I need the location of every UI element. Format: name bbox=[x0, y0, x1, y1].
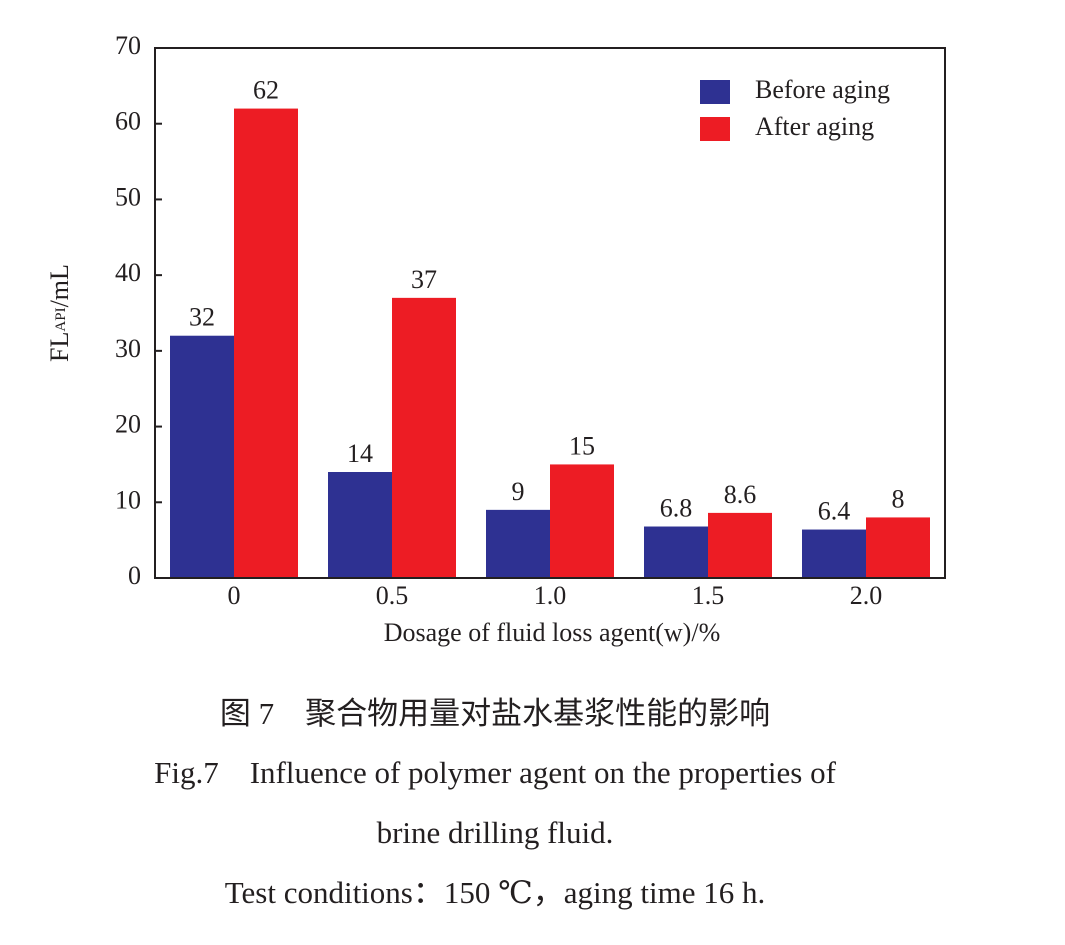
caption-en: Fig.7 Influence of polymer agent on the … bbox=[154, 755, 836, 790]
x-tick-label: 0.5 bbox=[376, 581, 409, 610]
y-tick-label: 50 bbox=[115, 182, 141, 211]
bar bbox=[550, 464, 614, 578]
legend-label: Before aging bbox=[755, 75, 890, 104]
value-label: 14 bbox=[347, 439, 373, 468]
y-tick-label: 30 bbox=[115, 334, 141, 363]
y-tick-label: 10 bbox=[115, 485, 141, 514]
caption-conditions: Test conditions：150 ℃，aging time 16 h. bbox=[225, 875, 766, 910]
x-tick-label: 1.0 bbox=[534, 581, 567, 610]
value-label: 6.8 bbox=[660, 493, 693, 522]
y-label-main: FL bbox=[45, 332, 74, 362]
bar bbox=[802, 529, 866, 578]
legend-swatch bbox=[700, 80, 730, 104]
legend-swatch bbox=[700, 117, 730, 141]
bar bbox=[866, 517, 930, 578]
x-tick-label: 0 bbox=[228, 581, 241, 610]
y-tick-label: 70 bbox=[115, 31, 141, 60]
bar bbox=[234, 108, 298, 579]
x-tick-label: 2.0 bbox=[850, 581, 883, 610]
bar bbox=[486, 509, 550, 578]
value-label: 15 bbox=[569, 431, 595, 460]
legend-label: After aging bbox=[755, 112, 874, 141]
value-label: 6.4 bbox=[818, 497, 851, 526]
value-label: 37 bbox=[411, 265, 437, 294]
x-axis-label: Dosage of fluid loss agent(w)/% bbox=[384, 618, 720, 647]
bar bbox=[170, 335, 234, 578]
bar bbox=[328, 472, 392, 578]
value-label: 62 bbox=[253, 76, 279, 105]
value-label: 32 bbox=[189, 303, 215, 332]
value-label: 9 bbox=[512, 477, 525, 506]
y-label-sub: API bbox=[53, 307, 69, 331]
y-tick-label: 60 bbox=[115, 107, 141, 136]
bar bbox=[644, 526, 708, 578]
y-label-unit: /mL bbox=[45, 264, 74, 307]
value-label: 8 bbox=[892, 484, 905, 513]
plot-frame bbox=[154, 47, 946, 579]
value-label: 8.6 bbox=[724, 480, 757, 509]
bar bbox=[392, 297, 456, 578]
bar bbox=[708, 512, 772, 578]
caption-cn: 图 7 聚合物用量对盐水基浆性能的影响 bbox=[220, 696, 770, 731]
y-tick-label: 40 bbox=[115, 258, 141, 287]
x-tick-label: 1.5 bbox=[692, 581, 725, 610]
y-tick-label: 0 bbox=[128, 561, 141, 590]
y-tick-label: 20 bbox=[115, 410, 141, 439]
y-axis-label: FLAPI/mL bbox=[45, 264, 74, 362]
caption-en: brine drilling fluid. bbox=[377, 815, 614, 850]
